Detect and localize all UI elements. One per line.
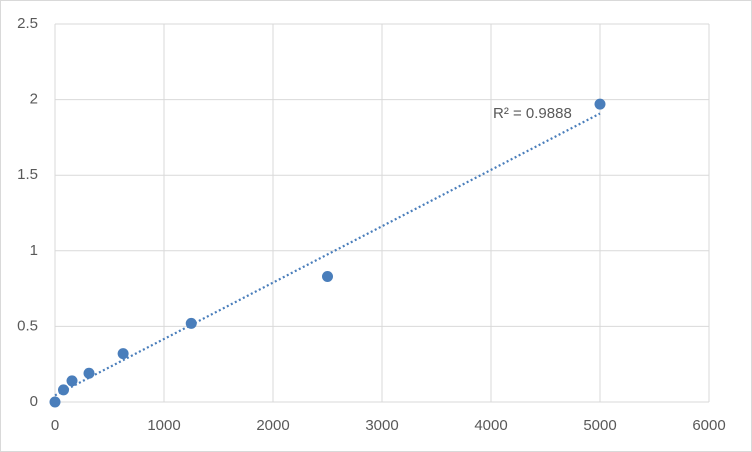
- x-tick-label: 1000: [147, 417, 180, 434]
- x-tick-label: 0: [51, 417, 59, 434]
- x-tick-label: 4000: [474, 417, 507, 434]
- point: [117, 348, 129, 360]
- point: [66, 375, 78, 387]
- point: [83, 367, 95, 379]
- x-tick-label: 6000: [692, 417, 725, 434]
- trendline-label: R² = 0.9888: [493, 105, 572, 122]
- y-tick-label: 0.5: [17, 317, 38, 334]
- point: [322, 271, 333, 283]
- y-tick-label: 0: [30, 393, 38, 410]
- point: [185, 317, 197, 329]
- x-tick-label: 5000: [583, 417, 616, 434]
- y-tick-label: 1.5: [17, 166, 38, 183]
- point: [49, 396, 61, 408]
- trendline: [54, 112, 601, 397]
- point: [58, 384, 70, 396]
- x-tick-label: 2000: [256, 417, 289, 434]
- y-tick-label: 2: [30, 91, 38, 108]
- y-tick-label: 2.5: [17, 15, 38, 32]
- y-tick-label: 1: [30, 242, 38, 259]
- x-tick-label: 3000: [365, 417, 398, 434]
- point: [594, 98, 606, 110]
